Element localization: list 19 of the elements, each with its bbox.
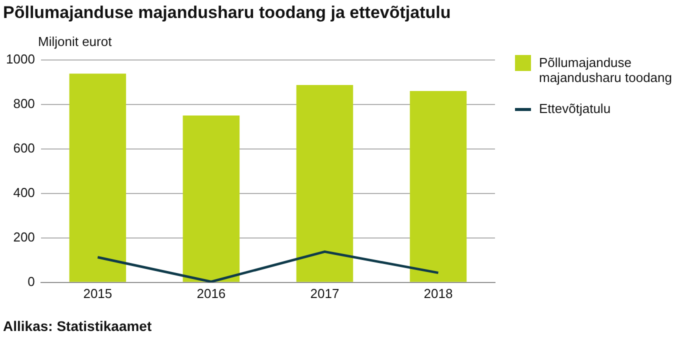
y-axis-title: Miljonit eurot: [38, 34, 112, 49]
bar: [410, 90, 467, 282]
legend-label: Ettevõtjatulu: [539, 101, 611, 116]
y-tick-label: 600: [13, 140, 35, 156]
y-tick-label: 400: [13, 184, 35, 200]
x-tick-label: 2017: [310, 286, 340, 301]
text: Allikas: Statistikaamet: [3, 318, 152, 334]
bar: [182, 115, 240, 282]
bar: [69, 74, 126, 282]
x-tick-label: 2018: [424, 286, 453, 301]
bar: [296, 84, 354, 282]
y-tick-label: 200: [13, 229, 35, 244]
legend-label: Põllumajanduse majandusharu toodang: [539, 55, 673, 85]
y-tick-label: 800: [13, 96, 35, 111]
x-tick-label: 2016: [196, 286, 226, 301]
x-tick-label: 2015: [83, 286, 112, 301]
y-tick-label: 0: [28, 274, 35, 289]
y-tick-label: 1000: [6, 51, 35, 66]
chart-title: Põllumajanduse majandusharu toodang ja ettevõtjatulu: [3, 3, 451, 23]
